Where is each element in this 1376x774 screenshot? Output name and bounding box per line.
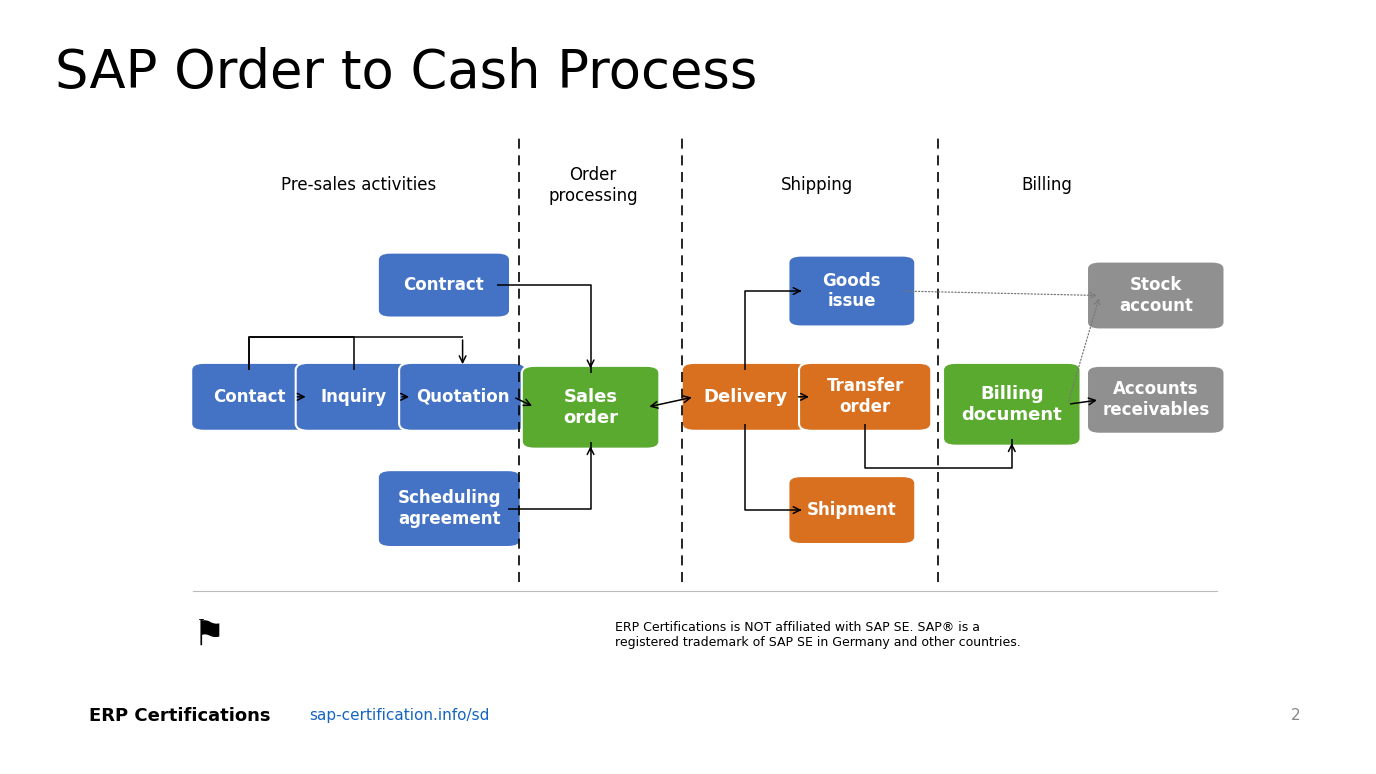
FancyBboxPatch shape	[799, 363, 932, 431]
Text: Inquiry: Inquiry	[321, 388, 387, 406]
Text: Billing
document: Billing document	[962, 385, 1062, 423]
Text: 2: 2	[1291, 708, 1300, 724]
FancyBboxPatch shape	[378, 252, 510, 317]
Text: sap-certification.info/sd: sap-certification.info/sd	[310, 708, 490, 724]
FancyBboxPatch shape	[943, 363, 1080, 446]
Text: Accounts
receivables: Accounts receivables	[1102, 380, 1210, 420]
Text: Goods
issue: Goods issue	[823, 272, 881, 310]
Text: Sales
order: Sales order	[563, 388, 618, 426]
FancyBboxPatch shape	[788, 255, 915, 327]
Text: Quotation: Quotation	[416, 388, 509, 406]
Text: Scheduling
agreement: Scheduling agreement	[398, 489, 501, 528]
Text: Order
processing: Order processing	[549, 166, 638, 204]
FancyBboxPatch shape	[378, 470, 520, 547]
FancyBboxPatch shape	[788, 476, 915, 544]
Text: Contact: Contact	[213, 388, 286, 406]
Text: Billing: Billing	[1021, 176, 1072, 194]
Text: ERP Certifications: ERP Certifications	[89, 707, 271, 725]
FancyBboxPatch shape	[296, 363, 411, 431]
FancyBboxPatch shape	[191, 363, 307, 431]
Text: Stock
account: Stock account	[1119, 276, 1193, 315]
FancyBboxPatch shape	[399, 363, 526, 431]
Text: Contract: Contract	[403, 276, 484, 294]
Text: Transfer
order: Transfer order	[827, 378, 904, 416]
Text: SAP Order to Cash Process: SAP Order to Cash Process	[55, 46, 757, 98]
Text: Delivery: Delivery	[703, 388, 787, 406]
Text: Shipping: Shipping	[782, 176, 853, 194]
FancyBboxPatch shape	[1087, 262, 1225, 330]
FancyBboxPatch shape	[1087, 366, 1225, 433]
FancyBboxPatch shape	[522, 366, 659, 449]
FancyBboxPatch shape	[681, 363, 809, 431]
Text: ERP Certifications is NOT affiliated with SAP SE. SAP® is a
registered trademark: ERP Certifications is NOT affiliated wit…	[615, 622, 1021, 649]
Text: ⚑: ⚑	[193, 618, 226, 652]
Text: Shipment: Shipment	[806, 501, 897, 519]
Text: Pre-sales activities: Pre-sales activities	[281, 176, 436, 194]
